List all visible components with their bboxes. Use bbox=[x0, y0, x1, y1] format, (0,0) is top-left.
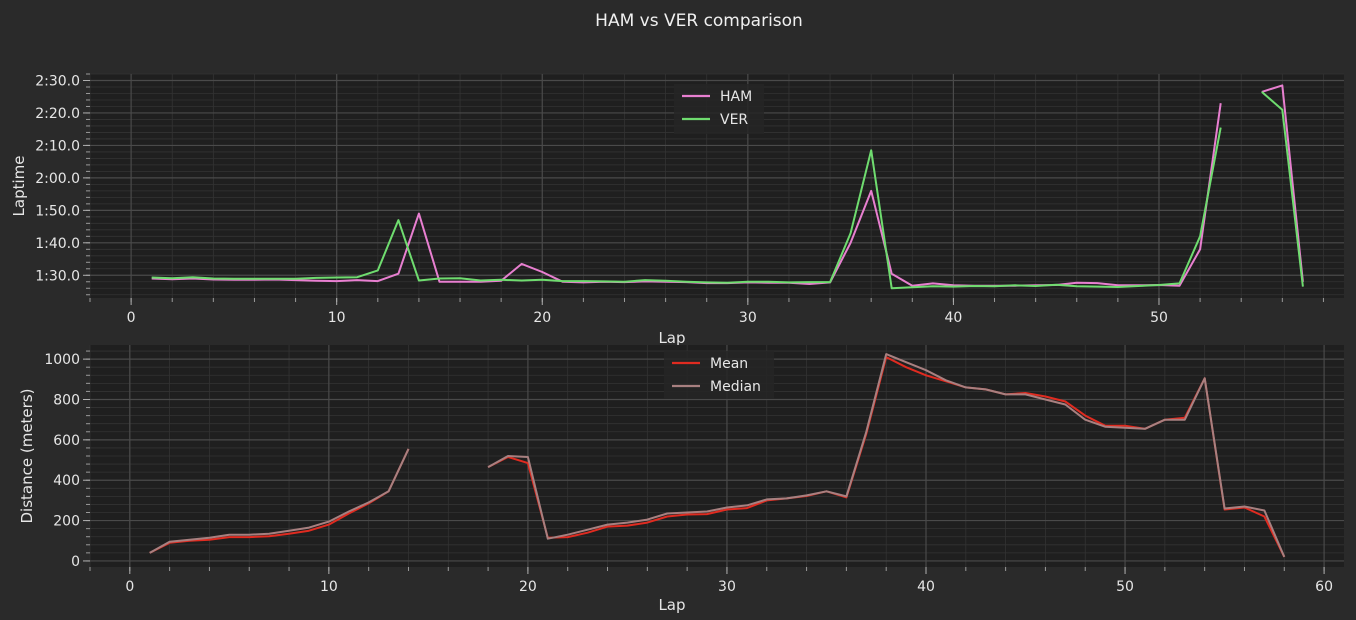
y-axis-label: Distance (meters) bbox=[18, 389, 36, 524]
y-axis-label: Laptime bbox=[10, 156, 28, 217]
x-tick-label: 60 bbox=[1315, 579, 1333, 595]
legend-label-mean: Mean bbox=[710, 356, 748, 372]
legend: HAM VER bbox=[674, 84, 764, 134]
series-line-median bbox=[487, 353, 1286, 558]
x-tick-label: 30 bbox=[739, 310, 757, 326]
legend: Mean Median bbox=[664, 351, 774, 399]
legend-label-median: Median bbox=[710, 379, 761, 395]
x-tick-label: 0 bbox=[125, 579, 134, 595]
x-tick-label: 10 bbox=[328, 310, 346, 326]
y-tick-label: 1:40.0 bbox=[35, 236, 80, 252]
y-tick-label: 400 bbox=[53, 473, 80, 489]
y-tick-label: 2:20.0 bbox=[35, 106, 80, 122]
series-line-ham bbox=[1261, 84, 1304, 282]
legend-label-ver: VER bbox=[720, 112, 748, 128]
x-tick-label: 40 bbox=[917, 579, 935, 595]
x-tick-label: 30 bbox=[718, 579, 736, 595]
y-tick-label: 1000 bbox=[44, 352, 80, 368]
y-tick-label: 600 bbox=[53, 433, 80, 449]
y-tick-label: 2:10.0 bbox=[35, 138, 80, 154]
legend-label-ham: HAM bbox=[720, 89, 752, 105]
y-tick-label: 2:00.0 bbox=[35, 171, 80, 187]
chart-panel-2: 0 10 20 30 40 50 6002004006008001000LapDistanc… bbox=[18, 345, 1344, 614]
series-line-ver bbox=[151, 127, 1222, 290]
x-tick-label: 20 bbox=[533, 310, 551, 326]
x-tick-label: 10 bbox=[320, 579, 338, 595]
legend-box bbox=[674, 84, 764, 134]
y-tick-label: 0 bbox=[71, 554, 80, 570]
series-line-ver bbox=[1261, 91, 1304, 287]
x-tick-label: 50 bbox=[1150, 310, 1168, 326]
x-tick-label: 0 bbox=[127, 310, 136, 326]
x-tick-label: 50 bbox=[1116, 579, 1134, 595]
y-tick-label: 2:30.0 bbox=[35, 73, 80, 89]
y-tick-label: 200 bbox=[53, 514, 80, 530]
x-axis-label: Lap bbox=[658, 329, 685, 347]
series-line-median bbox=[149, 448, 410, 554]
chart-title: HAM vs VER comparison bbox=[595, 11, 803, 31]
y-tick-label: 1:30.0 bbox=[35, 268, 80, 284]
chart-panel-1: 0 10 20 30 40 50 1:30.0 1:40.0 1:50.0 2:00.0 2:10.… bbox=[10, 73, 1344, 347]
x-tick-label: 20 bbox=[519, 579, 537, 595]
y-tick-label: 1:50.0 bbox=[35, 203, 80, 219]
x-axis-label: Lap bbox=[658, 596, 685, 614]
x-tick-label: 40 bbox=[944, 310, 962, 326]
y-tick-label: 800 bbox=[53, 392, 80, 408]
legend-box bbox=[664, 351, 774, 399]
series-line-mean bbox=[149, 448, 410, 554]
